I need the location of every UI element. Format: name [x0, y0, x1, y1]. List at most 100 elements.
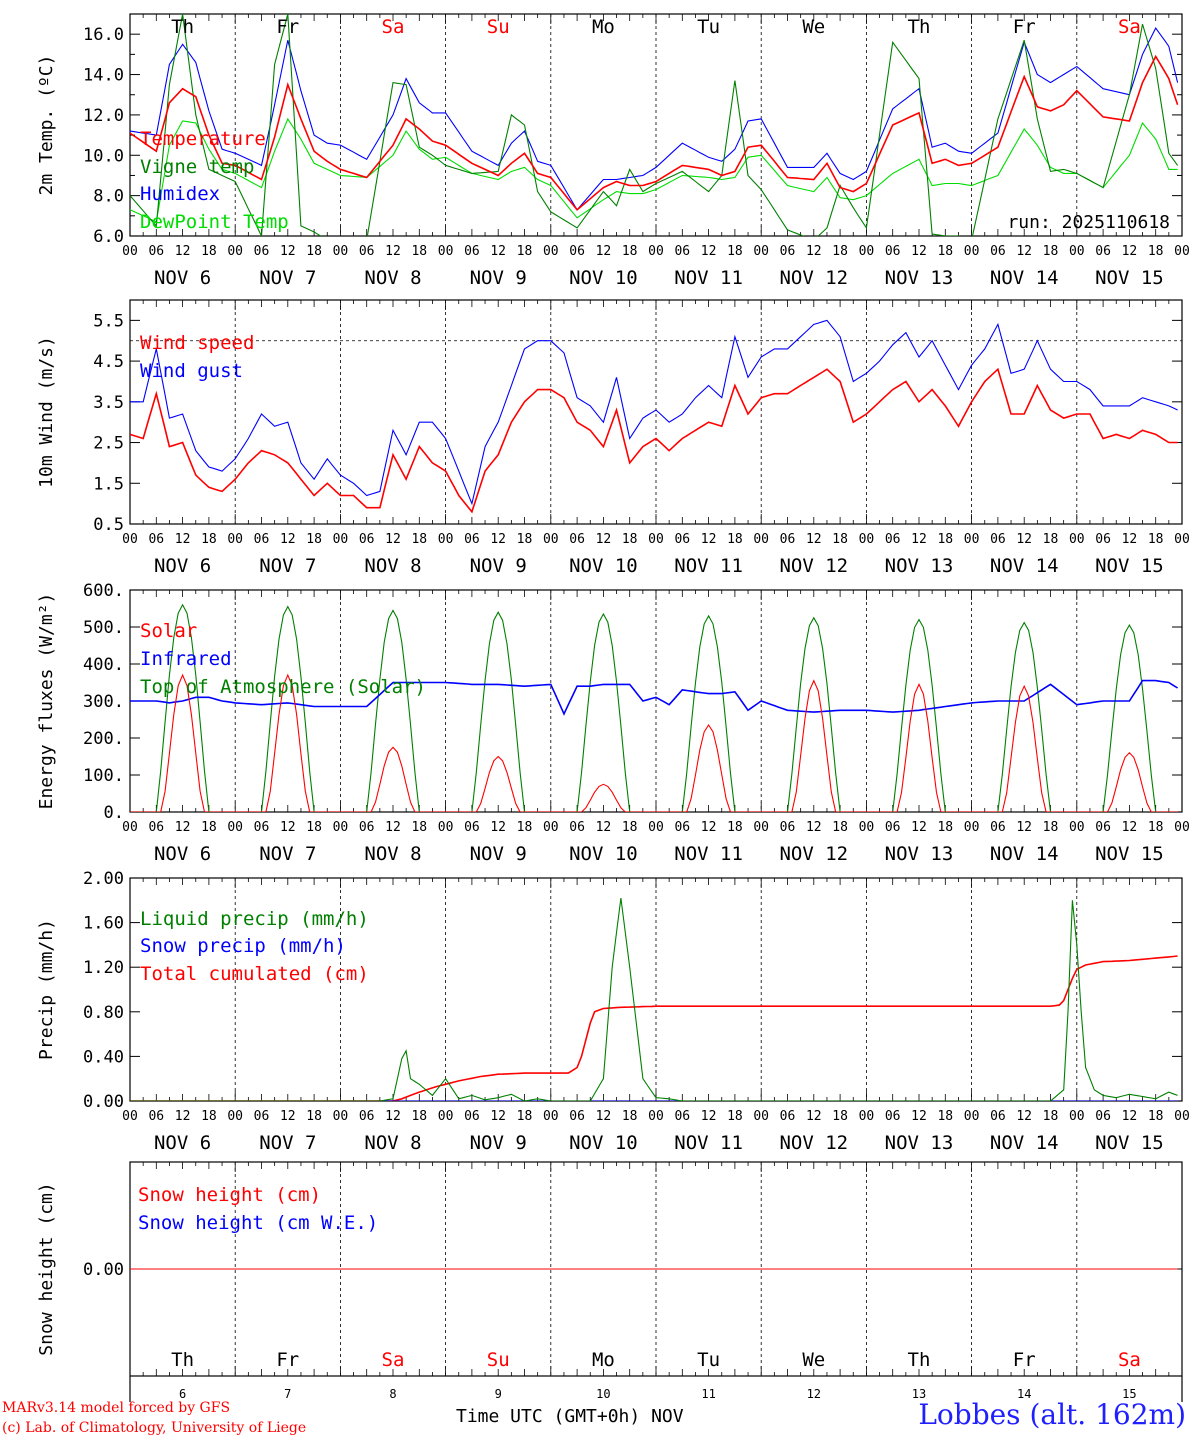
hour-label: 12 [1016, 244, 1032, 259]
hour-label: 18 [1043, 244, 1059, 259]
hour-label: 06 [148, 532, 164, 547]
date-label: NOV 14 [990, 555, 1059, 577]
hour-label: 06 [885, 820, 901, 835]
y-tick-label: 100. [83, 766, 124, 786]
hour-label: 18 [411, 1109, 427, 1124]
hour-label: 12 [280, 820, 296, 835]
hour-label: 18 [937, 244, 953, 259]
hour-label: 00 [964, 532, 980, 547]
hour-label: 00 [1174, 244, 1190, 259]
hour-label: 00 [543, 244, 559, 259]
hour-label: 00 [859, 244, 875, 259]
hour-label: 06 [254, 244, 270, 259]
model-credit: MARv3.14 model forced by GFS [2, 1400, 231, 1416]
y-tick-label: 600. [83, 581, 124, 601]
series-line-total-cumulated-cm [130, 955, 1178, 1101]
hour-label: 00 [1069, 532, 1085, 547]
y-tick-label: 14.0 [83, 66, 124, 86]
y-tick-label: 0. [104, 803, 124, 823]
hour-label: 12 [490, 532, 506, 547]
hour-label: 12 [1122, 532, 1138, 547]
hour-label: 12 [1122, 244, 1138, 259]
hour-label: 00 [333, 244, 349, 259]
hour-label: 06 [885, 532, 901, 547]
hour-label: 06 [569, 532, 585, 547]
legend-snow-height-cm: Snow height (cm) [138, 1184, 321, 1206]
y-tick-label: 2.5 [93, 434, 124, 454]
hour-label: 00 [753, 532, 769, 547]
series-line-humidex [130, 27, 1179, 211]
hour-label: 00 [753, 1109, 769, 1124]
hour-label: 00 [122, 820, 138, 835]
legend-temperature: Temperature [140, 128, 266, 150]
y-tick-label: 6.0 [93, 227, 124, 247]
hour-label: 18 [1148, 532, 1164, 547]
series-line-liquid-precip-mm-h [130, 898, 1178, 1101]
hour-label: 06 [148, 820, 164, 835]
hour-label: 06 [885, 1109, 901, 1124]
y-axis-label: Energy fluxes (W/m²) [36, 593, 57, 810]
hour-label: 06 [359, 1109, 375, 1124]
hour-label: 12 [806, 1109, 822, 1124]
date-label: NOV 7 [259, 1132, 316, 1154]
hour-label: 00 [122, 532, 138, 547]
hour-label: 12 [701, 244, 717, 259]
hour-label: 18 [411, 820, 427, 835]
date-label: NOV 11 [674, 1132, 743, 1154]
date-label: NOV 10 [569, 1132, 638, 1154]
series-line-infrared [130, 679, 1179, 716]
hour-label: 12 [490, 244, 506, 259]
hour-label: 06 [569, 820, 585, 835]
day-number-label: 12 [807, 1387, 821, 1401]
hour-label: 00 [964, 244, 980, 259]
hour-label: 00 [438, 244, 454, 259]
weekday-label: We [802, 16, 825, 38]
weekday-label: Tu [697, 16, 720, 38]
weekday-label: Su [487, 1349, 510, 1371]
y-tick-label: 4.5 [93, 352, 124, 372]
date-label: NOV 6 [154, 843, 211, 865]
date-label: NOV 11 [674, 843, 743, 865]
series-line-top-of-atmosphere-solar [130, 603, 1178, 812]
hour-label: 06 [990, 820, 1006, 835]
hour-label: 06 [464, 532, 480, 547]
hour-label: 06 [1095, 1109, 1111, 1124]
weekday-label: Th [908, 1349, 931, 1371]
hour-label: 00 [543, 1109, 559, 1124]
day-number-label: 7 [284, 1387, 291, 1401]
hour-label: 18 [201, 1109, 217, 1124]
date-label: NOV 6 [154, 1132, 211, 1154]
hour-label: 00 [1174, 820, 1190, 835]
hour-label: 12 [175, 532, 191, 547]
hour-label: 00 [543, 820, 559, 835]
hour-label: 00 [543, 532, 559, 547]
hour-label: 12 [385, 532, 401, 547]
hour-label: 06 [1095, 820, 1111, 835]
hour-label: 06 [359, 820, 375, 835]
hour-label: 12 [701, 1109, 717, 1124]
hour-label: 18 [306, 1109, 322, 1124]
y-tick-label: 5.5 [93, 311, 124, 331]
hour-label: 18 [832, 1109, 848, 1124]
y-tick-label: 1.5 [93, 474, 124, 494]
date-label: NOV 12 [779, 555, 848, 577]
y-tick-label: 500. [83, 618, 124, 638]
weekday-label: Su [487, 16, 510, 38]
hour-label: 06 [780, 820, 796, 835]
hour-label: 06 [1095, 532, 1111, 547]
hour-label: 18 [1043, 1109, 1059, 1124]
y-tick-label: 0.5 [93, 515, 124, 535]
legend-dewpoint-temp: DewPoint Temp [140, 211, 289, 233]
date-label: NOV 15 [1095, 267, 1164, 289]
weekday-label: Fr [276, 1349, 299, 1371]
copyright-credit: (c) Lab. of Climatology, University of L… [2, 1420, 307, 1436]
legend-snow-precip-mm-h: Snow precip (mm/h) [140, 935, 346, 957]
date-label: NOV 14 [990, 267, 1059, 289]
hour-label: 00 [1069, 244, 1085, 259]
hour-label: 00 [753, 244, 769, 259]
hour-label: 18 [937, 820, 953, 835]
y-tick-label: 400. [83, 655, 124, 675]
y-axis-label: 10m Wind (m/s) [36, 336, 57, 488]
hour-label: 18 [727, 1109, 743, 1124]
hour-label: 12 [490, 1109, 506, 1124]
